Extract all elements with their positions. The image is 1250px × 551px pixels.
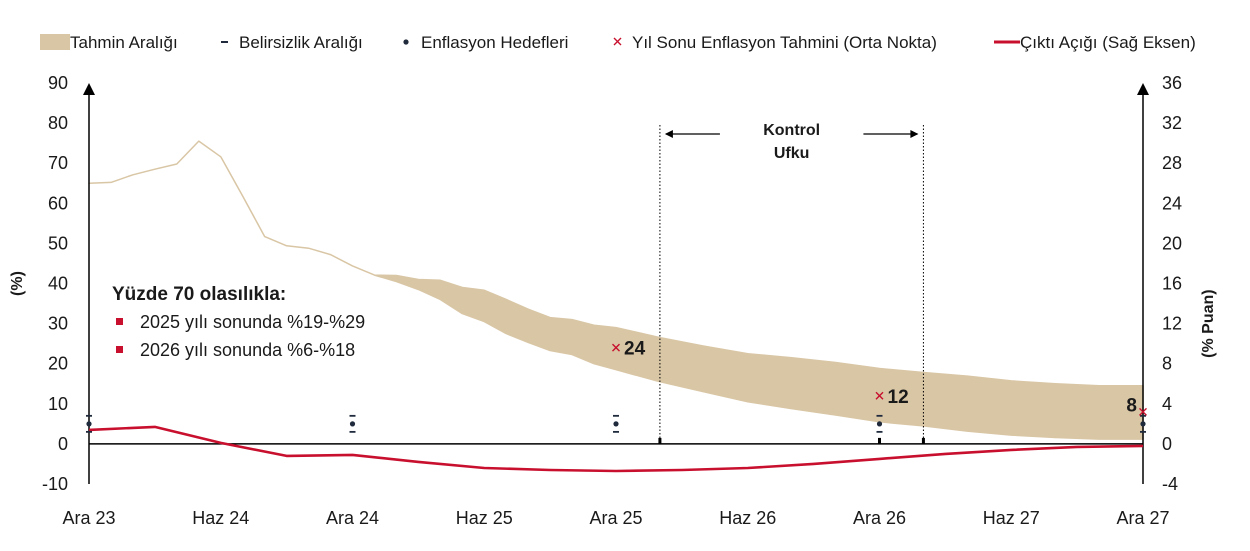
y-right-tick-label: 24: [1162, 193, 1182, 213]
legend-item: Belirsizlik Aralığı: [221, 33, 363, 52]
x-tick-label: Haz 24: [192, 508, 249, 528]
legend-swatch-dot: [403, 39, 409, 45]
x-tick-label: Haz 26: [719, 508, 776, 528]
legend-label: Çıktı Açığı (Sağ Eksen): [1020, 33, 1196, 52]
x-tick-label: Ara 24: [326, 508, 379, 528]
output-gap-line: [88, 425, 1144, 473]
marks-layer: 24 12 8: [86, 339, 1147, 473]
y-right-tick-label: 0: [1162, 434, 1172, 454]
y-right-tick-label: 8: [1162, 354, 1172, 374]
left-axis-arrow: [83, 83, 95, 95]
year-end-forecast-cross: [875, 391, 884, 400]
legend-label: Enflasyon Hedefleri: [421, 33, 568, 52]
probability-annotation: Yüzde 70 olasılıkla: 2025 yılı sonunda %…: [112, 284, 365, 360]
annotation-item-2026: 2026 yılı sonunda %6-%18: [140, 340, 355, 360]
y-left-tick-label: 90: [48, 73, 68, 93]
legend-item: Yıl Sonu Enflasyon Tahmini (Orta Nokta): [613, 33, 937, 52]
x-tick-label: Haz 27: [983, 508, 1040, 528]
annotation-item-2025: 2025 yılı sonunda %19-%29: [140, 312, 365, 332]
control-arrowhead-right: [910, 130, 919, 138]
y-left-tick-label: -10: [42, 474, 68, 494]
y-right-tick-label: -4: [1162, 474, 1178, 494]
y-left-tick-label: 40: [48, 274, 68, 294]
y-right-tick-label: 16: [1162, 274, 1182, 294]
inflation-target-dot: [876, 421, 883, 427]
x-tick-label: Haz 25: [456, 508, 513, 528]
y-right-tick-label: 4: [1162, 394, 1172, 414]
x-tick-label: Ara 27: [1116, 508, 1169, 528]
control-arrowhead-left: [664, 130, 673, 138]
axes: -10 0 10 20 30 40 50 60 70 80 90 -4 0 4 8 12 16 20 24 28 32 3…: [9, 73, 1217, 528]
control-horizon-label-line1: Kontrol: [763, 122, 820, 139]
legend-item: Tahmin Aralığı: [40, 33, 178, 52]
legend-item: Enflasyon Hedefleri: [403, 33, 568, 52]
y-right-tick-label: 32: [1162, 113, 1182, 133]
x-tick-label: Ara 23: [62, 508, 115, 528]
inflation-target-dot: [1140, 421, 1146, 427]
y-left-tick-label: 80: [48, 113, 68, 133]
legend-label: Belirsizlik Aralığı: [239, 33, 363, 52]
legend: Tahmin Aralığı Belirsizlik Aralığı Enflasy…: [40, 33, 1196, 52]
y-right-tick-label: 28: [1162, 153, 1182, 173]
legend-label: Yıl Sonu Enflasyon Tahmini (Orta Nokta): [632, 33, 937, 52]
y-left-tick-label: 20: [48, 354, 68, 374]
y-left-tick-label: 30: [48, 314, 68, 334]
inflation-target-dot: [349, 421, 356, 427]
inflation-target-dot: [613, 421, 619, 427]
y-left-tick-label: 60: [48, 193, 68, 213]
y-right-tick-label: 36: [1162, 73, 1182, 93]
inflation-target-dot: [86, 421, 92, 427]
y-left-tick-label: 50: [48, 233, 68, 253]
annotation-bullet-2: [116, 346, 123, 353]
year-end-forecast-cross: [612, 343, 620, 352]
legend-label: Tahmin Aralığı: [70, 33, 178, 52]
year-end-forecast-label: 24: [624, 339, 646, 360]
legend-swatch-cross: [613, 37, 622, 46]
legend-swatch-band: [40, 34, 70, 50]
y-left-tick-label: 10: [48, 394, 68, 414]
y-left-tick-label: 0: [58, 434, 68, 454]
y-left-tick-label: 70: [48, 153, 68, 173]
year-end-forecast-label: 8: [1126, 395, 1137, 416]
control-horizon-label-line2: Ufku: [774, 145, 810, 162]
x-tick-label: Ara 26: [853, 508, 906, 528]
y-right-tick-label: 12: [1162, 314, 1182, 334]
right-axis-arrow: [1137, 83, 1149, 95]
y-right-tick-label: 20: [1162, 233, 1182, 253]
x-tick-label: Ara 25: [589, 508, 642, 528]
annotation-title: Yüzde 70 olasılıkla:: [112, 284, 286, 305]
y-left-axis-title: (%): [9, 271, 26, 296]
y-right-axis-title: (% Puan): [1200, 289, 1217, 357]
annotation-bullet-1: [116, 318, 123, 325]
year-end-forecast-cross: [1139, 407, 1147, 416]
year-end-forecast-label: 12: [888, 387, 909, 408]
control-horizon: Kontrol Ufku: [658, 122, 925, 444]
legend-item: Çıktı Açığı (Sağ Eksen): [994, 33, 1196, 52]
